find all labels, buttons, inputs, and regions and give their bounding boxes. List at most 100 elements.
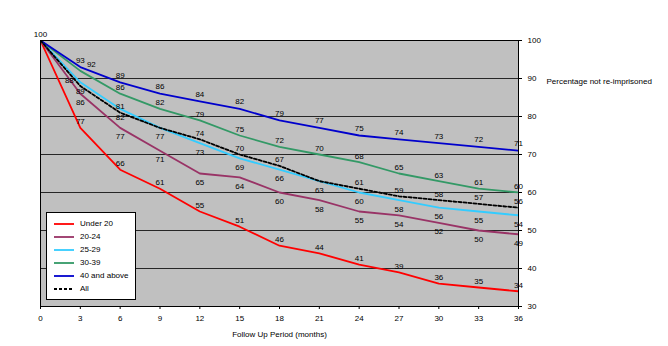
- svg-text:66: 66: [116, 159, 125, 168]
- svg-text:15: 15: [235, 314, 244, 323]
- svg-text:60: 60: [275, 197, 284, 206]
- svg-text:56: 56: [514, 197, 523, 207]
- svg-text:63: 63: [315, 186, 324, 195]
- svg-text:58: 58: [315, 205, 324, 214]
- svg-text:50: 50: [474, 235, 483, 244]
- svg-text:Follow Up Period (months): Follow Up Period (months): [232, 330, 327, 339]
- html-text:25-29: 25-29: [80, 245, 101, 254]
- svg-text:61: 61: [355, 178, 364, 187]
- svg-text:66: 66: [275, 174, 284, 183]
- svg-text:82: 82: [156, 98, 165, 107]
- svg-text:21: 21: [315, 314, 324, 323]
- svg-text:70: 70: [235, 144, 244, 153]
- svg-text:80: 80: [528, 112, 537, 121]
- svg-text:9: 9: [158, 314, 163, 323]
- svg-text:65: 65: [195, 178, 204, 187]
- svg-text:100: 100: [34, 30, 48, 39]
- svg-text:90: 90: [528, 74, 537, 83]
- svg-text:81: 81: [116, 102, 125, 111]
- svg-text:30: 30: [434, 314, 443, 323]
- svg-text:18: 18: [275, 314, 284, 323]
- svg-text:58: 58: [395, 205, 404, 214]
- svg-text:35: 35: [474, 277, 483, 286]
- svg-text:75: 75: [235, 125, 244, 134]
- svg-text:71: 71: [156, 155, 165, 164]
- svg-text:36: 36: [514, 314, 523, 323]
- svg-text:82: 82: [235, 97, 244, 106]
- svg-text:27: 27: [395, 314, 404, 323]
- svg-text:55: 55: [195, 201, 204, 210]
- svg-text:74: 74: [195, 129, 204, 138]
- svg-text:75: 75: [355, 124, 364, 133]
- svg-text:55: 55: [355, 216, 364, 225]
- svg-text:73: 73: [434, 132, 443, 141]
- svg-text:61: 61: [474, 178, 483, 187]
- svg-text:73: 73: [195, 148, 204, 157]
- svg-text:60: 60: [514, 182, 523, 192]
- svg-text:77: 77: [116, 132, 125, 141]
- svg-text:65: 65: [395, 163, 404, 172]
- svg-text:70: 70: [528, 150, 537, 159]
- svg-text:58: 58: [434, 190, 443, 199]
- svg-text:70: 70: [315, 144, 324, 153]
- svg-text:71: 71: [514, 139, 523, 149]
- svg-text:77: 77: [76, 117, 85, 126]
- svg-text:86: 86: [76, 98, 85, 107]
- svg-text:40: 40: [528, 264, 537, 273]
- html-text:20-24: 20-24: [80, 232, 101, 241]
- svg-text:3: 3: [78, 314, 83, 323]
- svg-text:68: 68: [355, 152, 364, 161]
- svg-text:72: 72: [474, 135, 483, 144]
- svg-text:69: 69: [235, 163, 244, 172]
- svg-text:74: 74: [395, 128, 404, 137]
- svg-text:64: 64: [235, 182, 244, 191]
- svg-text:34: 34: [514, 280, 523, 290]
- svg-text:0: 0: [38, 314, 43, 323]
- svg-text:88: 88: [65, 76, 74, 85]
- svg-text:89: 89: [116, 71, 125, 80]
- svg-text:30: 30: [528, 302, 537, 311]
- svg-text:61: 61: [156, 178, 165, 187]
- svg-text:79: 79: [195, 110, 204, 119]
- svg-text:100: 100: [528, 36, 542, 45]
- svg-text:41: 41: [355, 254, 364, 263]
- svg-text:63: 63: [434, 171, 443, 180]
- html-text:All: All: [80, 284, 89, 293]
- svg-text:60: 60: [528, 188, 537, 197]
- svg-text:92: 92: [87, 60, 96, 69]
- svg-text:59: 59: [395, 186, 404, 195]
- svg-text:89: 89: [76, 87, 85, 96]
- svg-text:52: 52: [434, 227, 443, 236]
- html-text:Under 20: Under 20: [80, 219, 113, 228]
- svg-text:93: 93: [76, 56, 85, 65]
- svg-text:46: 46: [275, 235, 284, 244]
- svg-text:84: 84: [195, 90, 204, 99]
- svg-text:82: 82: [116, 113, 125, 122]
- svg-text:Percentage not re-imprisoned: Percentage not re-imprisoned: [547, 77, 652, 86]
- svg-text:86: 86: [156, 82, 165, 91]
- svg-text:12: 12: [195, 314, 204, 323]
- svg-text:60: 60: [355, 197, 364, 206]
- svg-text:86: 86: [116, 83, 125, 92]
- svg-text:54: 54: [514, 219, 523, 229]
- svg-text:77: 77: [315, 116, 324, 125]
- svg-text:72: 72: [275, 136, 284, 145]
- svg-text:67: 67: [275, 155, 284, 164]
- html-text:40 and above: 40 and above: [80, 271, 129, 280]
- svg-text:44: 44: [315, 243, 324, 252]
- svg-text:54: 54: [395, 220, 404, 229]
- svg-text:79: 79: [275, 109, 284, 118]
- svg-text:77: 77: [156, 132, 165, 141]
- html-text:30-39: 30-39: [80, 258, 101, 267]
- svg-text:33: 33: [474, 314, 483, 323]
- svg-text:56: 56: [434, 212, 443, 221]
- svg-text:24: 24: [355, 314, 364, 323]
- svg-text:36: 36: [434, 273, 443, 282]
- svg-text:50: 50: [528, 226, 537, 235]
- svg-text:39: 39: [395, 262, 404, 271]
- svg-text:49: 49: [514, 238, 523, 248]
- svg-text:6: 6: [118, 314, 123, 323]
- svg-text:57: 57: [474, 193, 483, 202]
- svg-text:51: 51: [235, 216, 244, 225]
- svg-text:55: 55: [474, 216, 483, 225]
